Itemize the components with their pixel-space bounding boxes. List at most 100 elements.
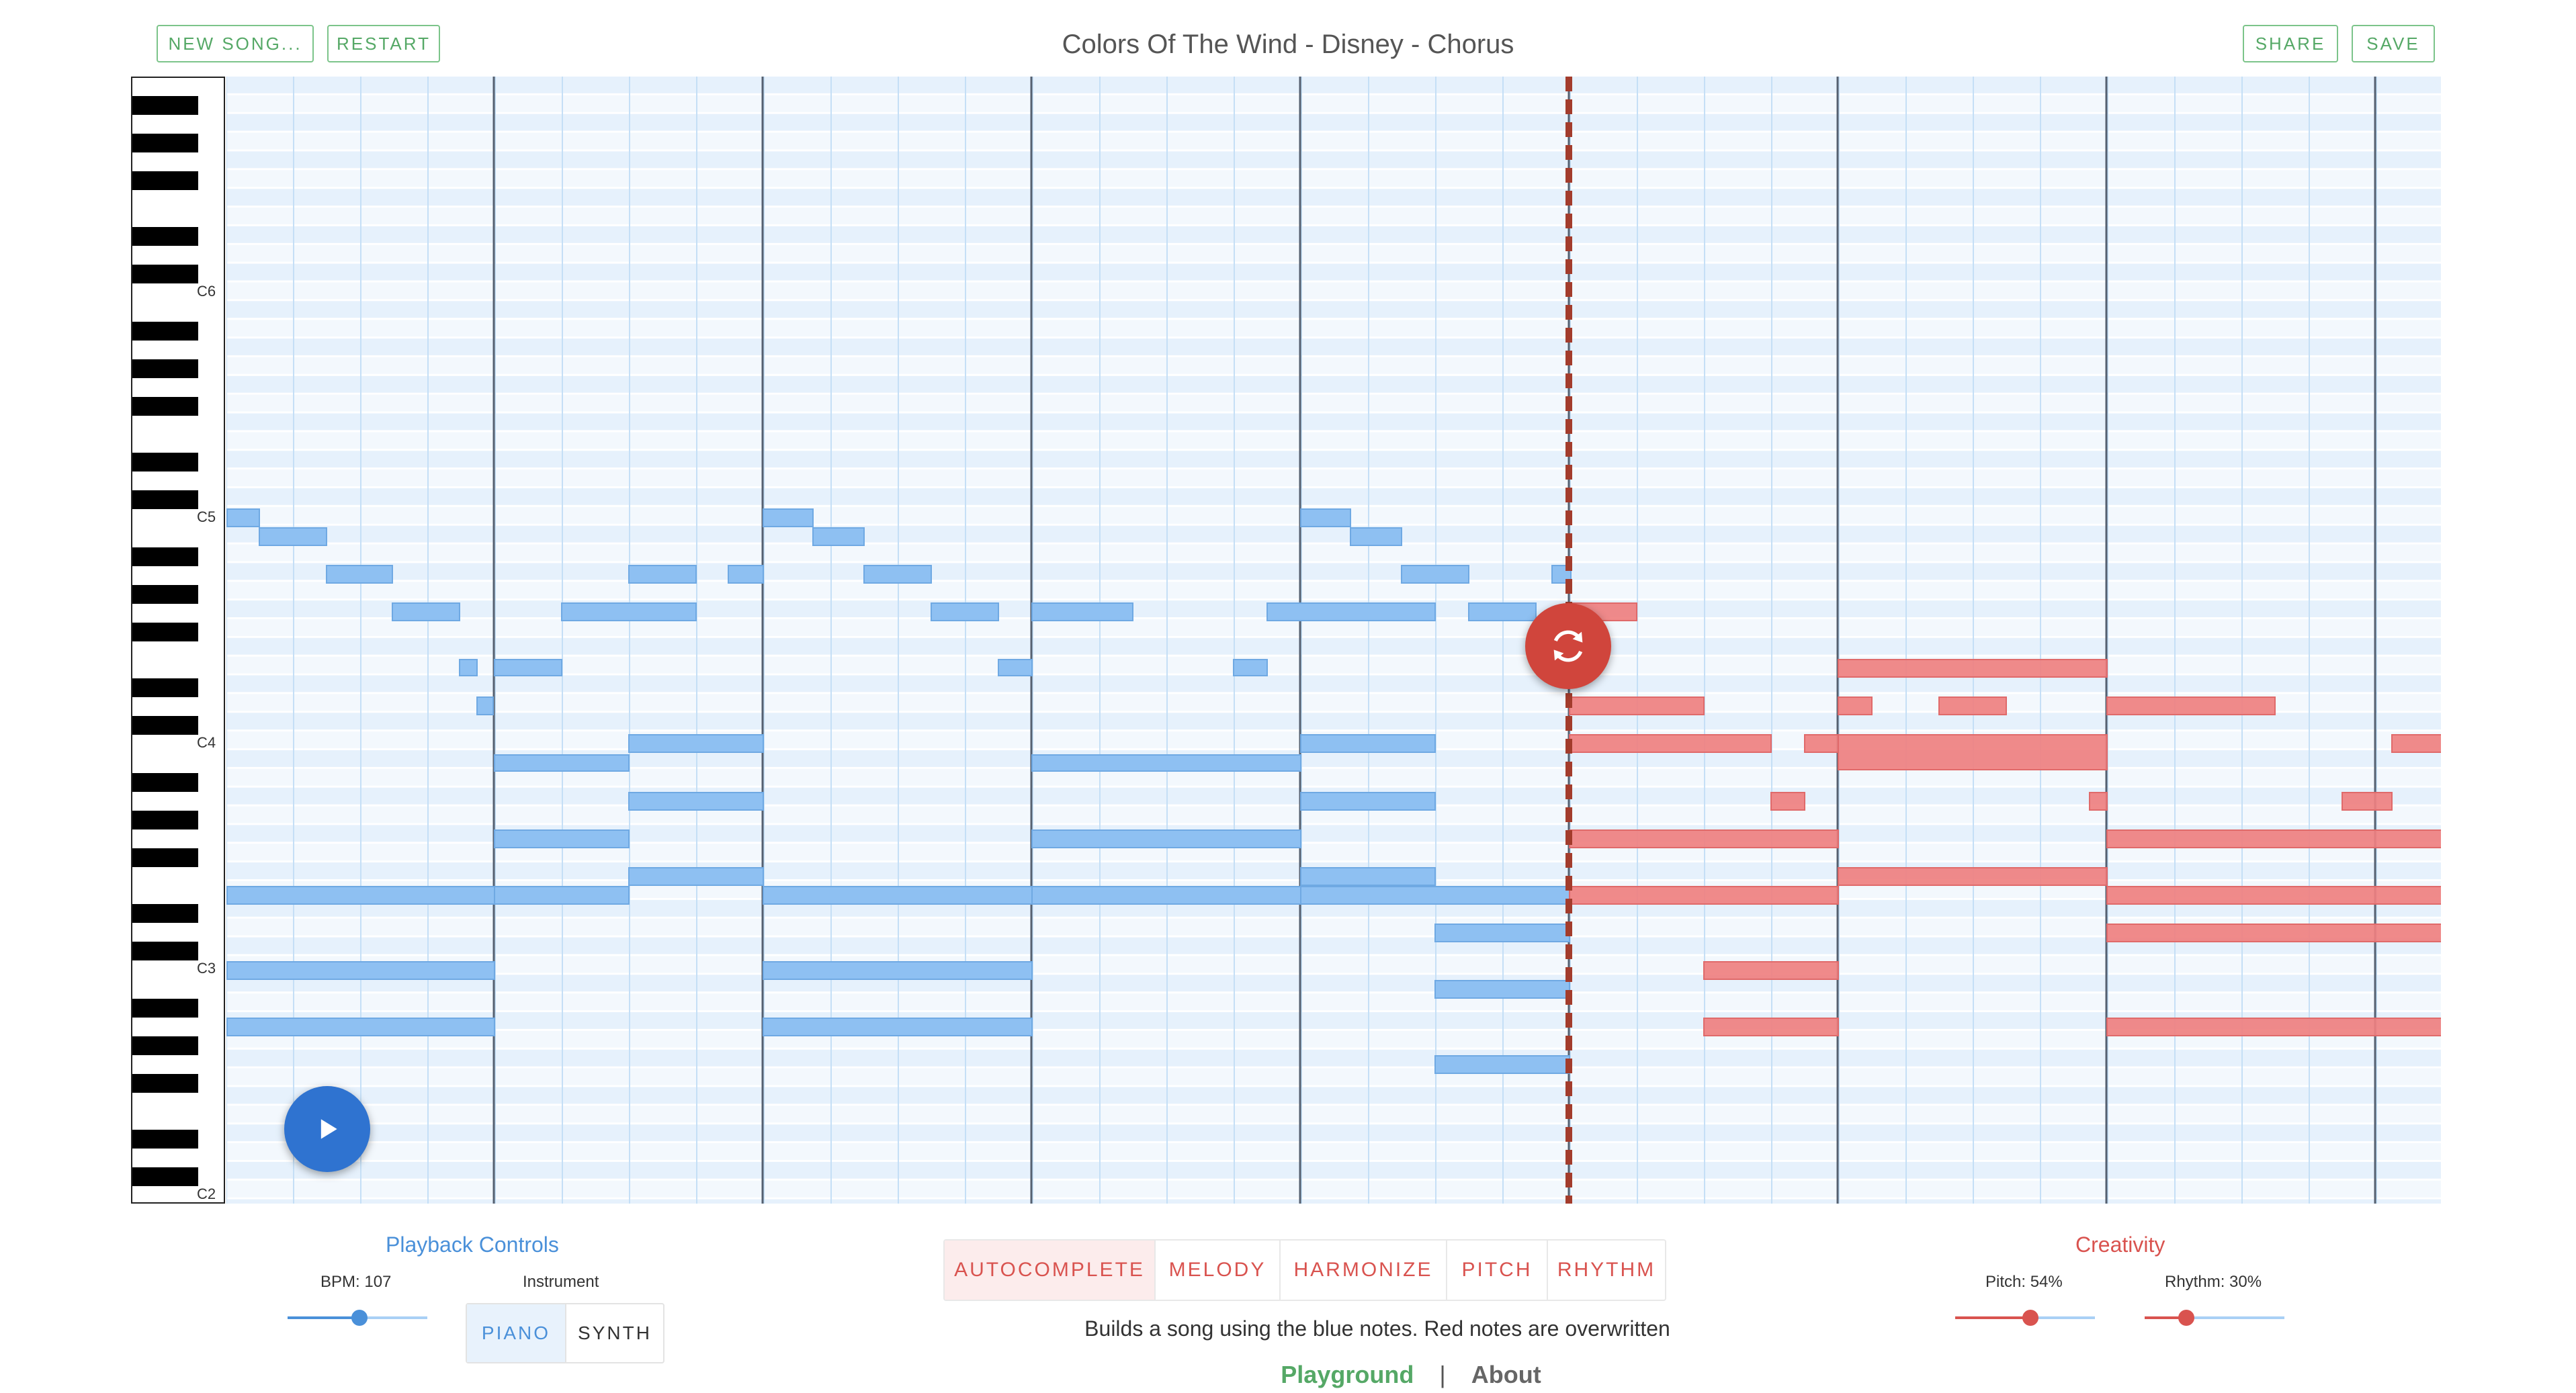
rhythm-creativity-slider[interactable]: [2145, 1310, 2284, 1326]
instrument-selector[interactable]: PIANO SYNTH: [466, 1303, 664, 1363]
grid-row: [226, 1087, 2441, 1104]
black-key[interactable]: [132, 1074, 198, 1093]
grid-row: [226, 1124, 2441, 1142]
black-key[interactable]: [132, 397, 198, 416]
black-key[interactable]: [132, 171, 198, 190]
grid-row: [226, 226, 2441, 243]
restart-button[interactable]: RESTART: [327, 25, 440, 62]
black-key[interactable]: [132, 773, 198, 792]
grid-row: [226, 95, 2441, 112]
blue-note: [1300, 792, 1436, 811]
red-note: [1770, 792, 1805, 811]
grid-row: [226, 1068, 2441, 1085]
instrument-synth-option[interactable]: SYNTH: [578, 1322, 652, 1343]
blue-note: [628, 792, 764, 811]
rhythm-creativity-label: Rhythm: 30%: [2165, 1273, 2262, 1291]
black-key[interactable]: [132, 585, 198, 604]
blue-note: [561, 602, 697, 621]
pitch-creativity-label: Pitch: 54%: [1985, 1273, 2063, 1291]
blue-note: [494, 829, 630, 848]
grid-row: [226, 357, 2441, 374]
grid-row: [226, 132, 2441, 150]
bpm-slider-handle[interactable]: [351, 1310, 368, 1326]
instrument-label: Instrument: [523, 1273, 599, 1291]
tab-harmonize[interactable]: HARMONIZE: [1281, 1241, 1447, 1300]
grid-row: [226, 1106, 2441, 1123]
grid-row: [226, 1180, 2441, 1198]
blue-note: [1300, 734, 1436, 753]
grid-row: [226, 1030, 2441, 1048]
black-key[interactable]: [132, 1036, 198, 1055]
instrument-piano-option[interactable]: PIANO: [467, 1304, 566, 1362]
black-key[interactable]: [132, 227, 198, 246]
save-button[interactable]: SAVE: [2352, 25, 2435, 62]
black-key[interactable]: [132, 904, 198, 923]
blue-note: [226, 886, 495, 905]
blue-note: [1031, 754, 1301, 772]
footer-nav: Playground | About: [1008, 1361, 1814, 1389]
grid-row: [226, 525, 2441, 543]
black-key[interactable]: [132, 96, 198, 115]
grid-row: [226, 301, 2441, 318]
tab-melody[interactable]: MELODY: [1156, 1241, 1281, 1300]
black-key[interactable]: [132, 322, 198, 341]
black-key[interactable]: [132, 848, 198, 867]
grid-row: [226, 1199, 2441, 1204]
red-note: [1804, 734, 1839, 753]
blue-note: [1300, 886, 1570, 905]
grid-row: [226, 339, 2441, 355]
blue-note: [476, 696, 494, 715]
black-key[interactable]: [132, 1167, 198, 1186]
blue-note: [863, 565, 932, 584]
playground-link[interactable]: Playground: [1281, 1361, 1414, 1388]
piano-roll[interactable]: [226, 77, 2441, 1204]
piano-roll-canvas[interactable]: [226, 77, 2441, 1204]
black-key[interactable]: [132, 359, 198, 378]
regenerate-button[interactable]: [1525, 603, 1611, 689]
tab-rhythm[interactable]: RHYTHM: [1557, 1259, 1656, 1281]
blue-note: [812, 527, 865, 546]
play-icon: [320, 1119, 337, 1139]
black-key[interactable]: [132, 453, 198, 471]
grid-row: [226, 993, 2441, 1011]
red-note: [1838, 734, 2108, 770]
blue-note: [728, 565, 764, 584]
rhythm-slider-handle[interactable]: [2178, 1310, 2194, 1326]
black-key[interactable]: [132, 623, 198, 641]
bpm-slider[interactable]: [288, 1310, 427, 1326]
pitch-slider-fill: [1955, 1316, 2030, 1319]
blue-note: [931, 602, 999, 621]
black-key[interactable]: [132, 547, 198, 566]
tab-pitch[interactable]: PITCH: [1447, 1241, 1548, 1300]
grid-row: [226, 1161, 2441, 1179]
share-button[interactable]: SHARE: [2243, 25, 2338, 62]
black-key[interactable]: [132, 134, 198, 152]
blue-note: [226, 508, 260, 527]
refresh-icon: [1553, 630, 1583, 662]
black-key[interactable]: [132, 999, 198, 1018]
mode-tabs[interactable]: AUTOCOMPLETE MELODY HARMONIZE PITCH RHYT…: [943, 1239, 1666, 1301]
black-key[interactable]: [132, 1130, 198, 1149]
black-key[interactable]: [132, 811, 198, 829]
pitch-slider-handle[interactable]: [2022, 1310, 2038, 1326]
tab-autocomplete[interactable]: AUTOCOMPLETE: [945, 1241, 1156, 1300]
pitch-creativity-slider[interactable]: [1955, 1310, 2095, 1326]
grid-row: [226, 937, 2441, 954]
grid-row: [226, 1049, 2441, 1067]
black-key[interactable]: [132, 678, 198, 697]
black-key[interactable]: [132, 265, 198, 283]
blue-note: [1031, 886, 1301, 905]
new-song-button[interactable]: NEW SONG...: [157, 25, 314, 62]
key-label-c6: C6: [197, 283, 216, 300]
creativity-title: Creativity: [2075, 1232, 2165, 1257]
black-key[interactable]: [132, 716, 198, 735]
grid-row: [226, 956, 2441, 973]
black-key[interactable]: [132, 490, 198, 509]
about-link[interactable]: About: [1471, 1361, 1541, 1388]
song-title: Colors Of The Wind - Disney - Chorus: [1062, 30, 1514, 59]
blue-note: [628, 867, 764, 886]
blue-note: [628, 734, 764, 753]
play-button[interactable]: [284, 1086, 370, 1172]
black-key[interactable]: [132, 942, 198, 960]
piano-keyboard[interactable]: C6 C5 C4 C3 C2: [131, 77, 225, 1204]
